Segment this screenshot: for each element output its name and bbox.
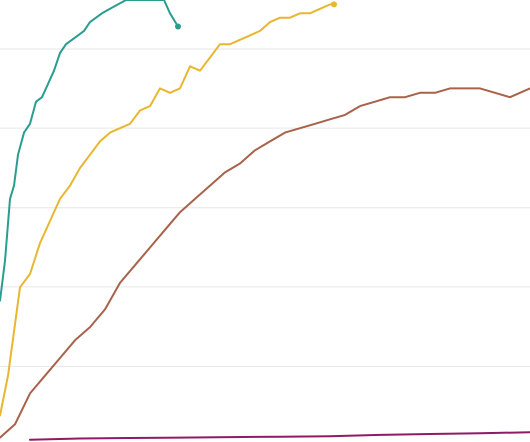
series-line-3 [0, 87, 530, 439]
series-line-1 [0, 0, 179, 302]
series-line-2 [0, 3, 335, 417]
series-line-4 [29, 431, 530, 441]
gridlines [0, 48, 530, 367]
series-end-marker-2 [331, 1, 337, 8]
series-end-marker-1 [175, 23, 181, 30]
